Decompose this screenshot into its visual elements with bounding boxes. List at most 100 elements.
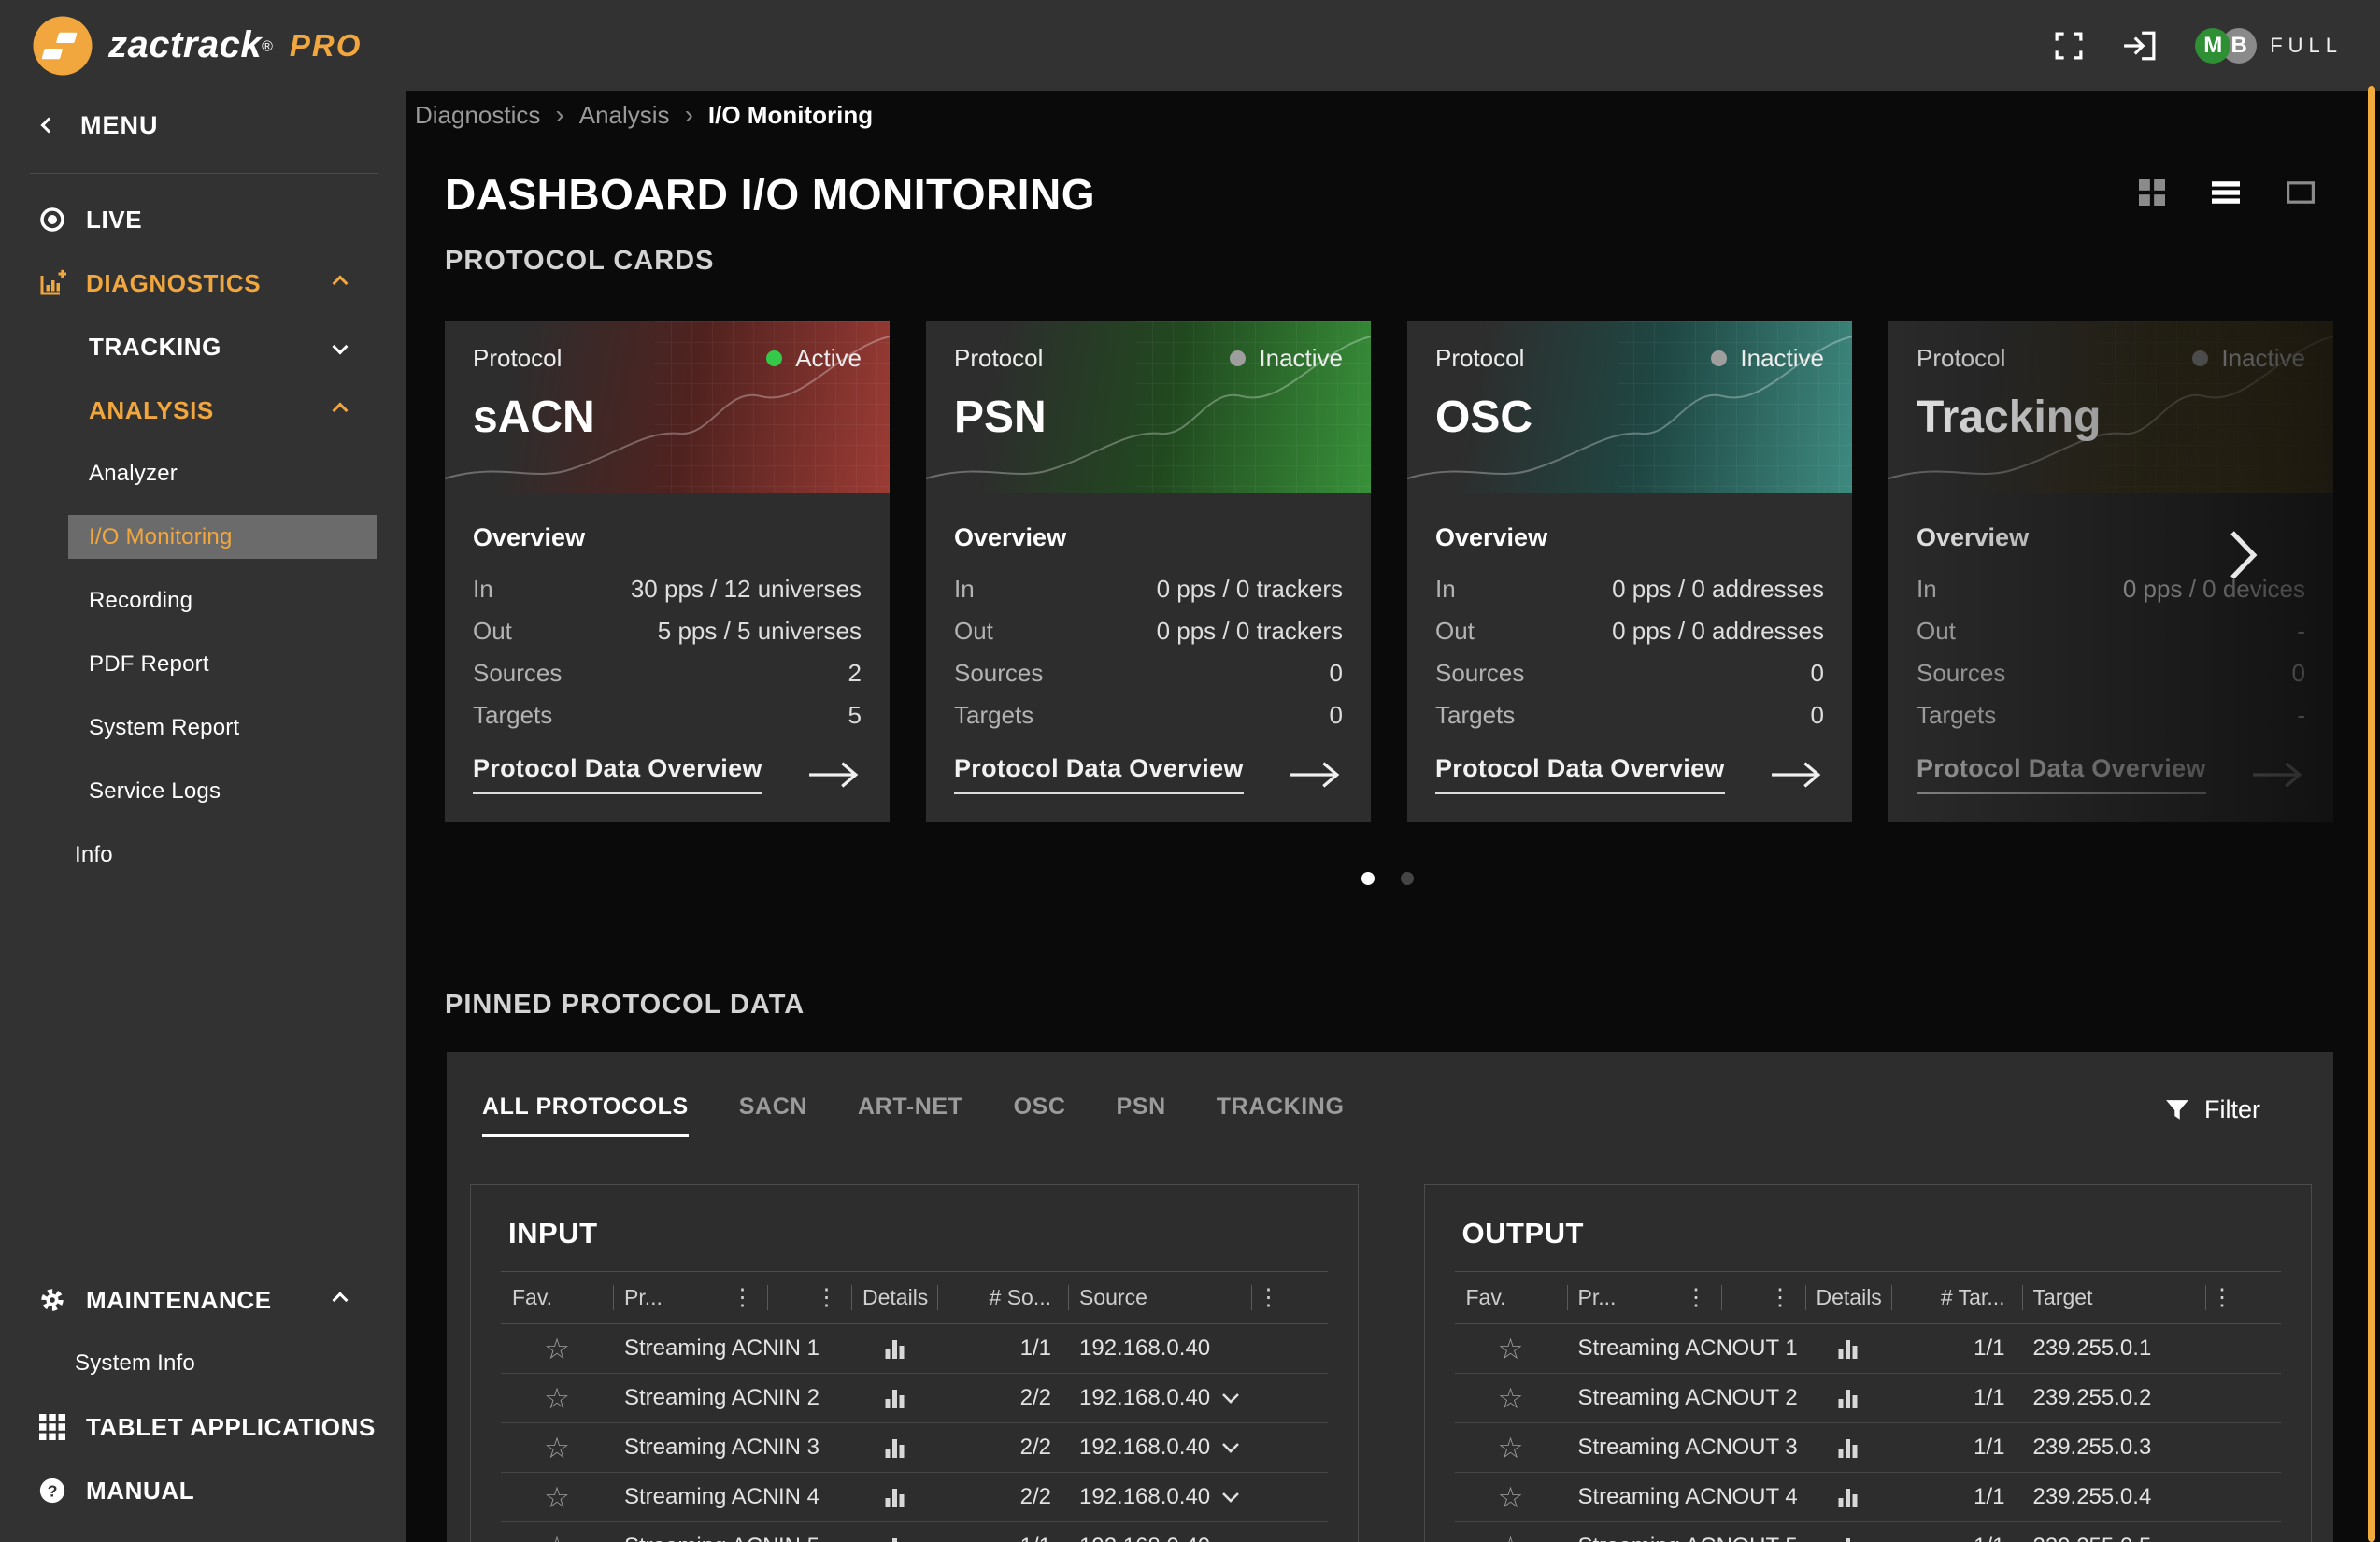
window-view-icon[interactable] (2287, 180, 2315, 208)
column-header-protocol[interactable]: Pr... (1577, 1285, 1617, 1309)
sidebar-item-maintenance[interactable]: MAINTENANCE (0, 1268, 406, 1332)
sidebar-item-label: Service Logs (89, 778, 221, 804)
details-chart-icon[interactable] (1837, 1487, 1859, 1508)
details-chart-icon[interactable] (1837, 1388, 1859, 1409)
details-chart-icon[interactable] (884, 1338, 905, 1360)
list-view-icon[interactable] (2212, 180, 2240, 208)
column-header-details[interactable]: Details (1804, 1272, 1891, 1323)
grid-view-icon[interactable] (2139, 178, 2165, 210)
favorite-star-icon[interactable]: ☆ (1497, 1480, 1524, 1514)
column-header-fav[interactable]: Fav. (512, 1285, 553, 1309)
favorite-star-icon[interactable]: ☆ (544, 1332, 570, 1365)
details-chart-icon[interactable] (1837, 1437, 1859, 1459)
carousel-dot-1[interactable] (1361, 872, 1375, 885)
table-row[interactable]: ☆ Streaming ACN IN 2 2/2 192.168.0.40 (501, 1374, 1328, 1423)
row-value: 0 pps / 0 trackers (1156, 617, 1343, 645)
details-chart-icon[interactable] (884, 1437, 905, 1459)
row-port: IN 3 (778, 1435, 820, 1460)
table-row[interactable]: ☆ Streaming ACN IN 4 2/2 192.168.0.40 (501, 1473, 1328, 1522)
column-header-fav[interactable]: Fav. (1465, 1285, 1506, 1309)
protocol-data-overview-link[interactable]: Protocol Data Overview (954, 754, 1244, 794)
sidebar-item-live[interactable]: LIVE (0, 188, 406, 251)
protocol-data-overview-link[interactable]: Protocol Data Overview (473, 754, 762, 794)
breadcrumb-analysis[interactable]: Analysis (578, 100, 670, 129)
column-header-details[interactable]: Details (851, 1272, 937, 1323)
sidebar-item-system-info[interactable]: System Info (0, 1332, 406, 1395)
sidebar-item-diagnostics[interactable]: DIAGNOSTICS (0, 251, 406, 315)
table-row[interactable]: ☆ Streaming ACN IN 1 1/1 192.168.0.40 (501, 1324, 1328, 1374)
avatar-m[interactable]: M (2195, 27, 2231, 64)
protocol-data-overview-link[interactable]: Protocol Data Overview (1435, 754, 1725, 794)
table-row[interactable]: ☆ Streaming ACN OUT 3 1/1 239.255.0.3 (1454, 1423, 2281, 1473)
favorite-star-icon[interactable]: ☆ (544, 1381, 570, 1415)
favorite-star-icon[interactable]: ☆ (544, 1431, 570, 1464)
protocol-data-overview-link[interactable]: Protocol Data Overview (1917, 754, 2206, 794)
favorite-star-icon[interactable]: ☆ (1497, 1381, 1524, 1415)
favorite-star-icon[interactable]: ☆ (544, 1533, 570, 1542)
row-value: - (2297, 701, 2305, 729)
column-menu-icon[interactable]: ⋮ (2210, 1284, 2234, 1310)
details-chart-icon[interactable] (1837, 1536, 1859, 1542)
sidebar-collapse-button[interactable]: MENU (0, 91, 406, 160)
table-row[interactable]: ☆ Streaming ACN OUT 5 1/1 239.255.0.5 (1455, 1522, 2282, 1542)
carousel-dot-2[interactable] (1401, 872, 1414, 885)
table-row[interactable]: ☆ Streaming ACN OUT 4 1/1 239.255.0.4 (1454, 1473, 2281, 1522)
tab-sacn[interactable]: SACN (738, 1093, 808, 1120)
sidebar-item-analysis[interactable]: ANALYSIS (0, 378, 406, 442)
sidebar-item-system-report[interactable]: System Report (0, 696, 406, 760)
sidebar-item-io-monitoring[interactable]: I/O Monitoring (68, 515, 377, 559)
favorite-star-icon[interactable]: ☆ (544, 1480, 570, 1514)
row-value: 5 pps / 5 universes (657, 617, 862, 645)
favorite-star-icon[interactable]: ☆ (1498, 1533, 1524, 1542)
arrow-right-icon[interactable] (1770, 759, 1824, 791)
filter-button[interactable]: Filter (2165, 1095, 2260, 1124)
sidebar-item-info[interactable]: Info (0, 823, 406, 887)
column-header-sources[interactable]: # So... (937, 1272, 1068, 1323)
details-chart-icon[interactable] (884, 1487, 905, 1508)
table-row[interactable]: ☆ Streaming ACN OUT 1 1/1 239.255.0.1 (1454, 1324, 2281, 1374)
column-menu-icon[interactable]: ⋮ (815, 1284, 838, 1310)
column-menu-icon[interactable]: ⋮ (1257, 1284, 1280, 1310)
sidebar-item-label: Info (75, 842, 113, 867)
tab-all-protocols[interactable]: ALL PROTOCOLS (482, 1093, 689, 1137)
column-header-targets[interactable]: # Tar... (1890, 1272, 2022, 1323)
details-chart-icon[interactable] (884, 1536, 905, 1542)
card-body: Overview In 0 pps / 0 addresses Out 0 pps … (1407, 493, 1852, 730)
breadcrumb-diagnostics[interactable]: Diagnostics (415, 100, 541, 129)
favorite-star-icon[interactable]: ☆ (1497, 1332, 1524, 1365)
sidebar-item-service-logs[interactable]: Service Logs (0, 760, 406, 823)
column-menu-icon[interactable]: ⋮ (1768, 1284, 1792, 1310)
arrow-right-icon[interactable] (1289, 759, 1343, 791)
details-chart-icon[interactable] (884, 1388, 905, 1409)
sidebar-item-manual[interactable]: ? MANUAL (0, 1459, 406, 1522)
table-row[interactable]: ☆ Streaming ACN OUT 2 1/1 239.255.0.2 (1454, 1374, 2281, 1423)
column-header-target[interactable]: Target (2021, 1272, 2205, 1323)
carousel-next-icon[interactable] (2228, 528, 2259, 587)
column-menu-icon[interactable]: ⋮ (1684, 1284, 1708, 1310)
favorite-star-icon[interactable]: ☆ (1497, 1431, 1524, 1464)
arrow-right-icon[interactable] (2251, 759, 2305, 791)
sidebar-item-pdf-report[interactable]: PDF Report (0, 633, 406, 696)
user-avatars[interactable]: M B FULL (2195, 27, 2343, 64)
sidebar-item-analyzer[interactable]: Analyzer (0, 442, 406, 506)
chevron-down-icon[interactable] (1221, 1492, 1240, 1503)
sidebar-item-tracking[interactable]: TRACKING (0, 315, 406, 378)
tab-psn[interactable]: PSN (1116, 1093, 1166, 1120)
chevron-down-icon[interactable] (1221, 1442, 1240, 1453)
logout-icon[interactable] (2122, 31, 2156, 61)
table-row[interactable]: ☆ Streaming ACN IN 5 1/1 192.168.0.40 (501, 1522, 1328, 1542)
arrow-right-icon[interactable] (807, 759, 862, 791)
details-chart-icon[interactable] (1837, 1338, 1859, 1360)
fullscreen-icon[interactable] (2055, 32, 2083, 60)
chevron-down-icon[interactable] (1221, 1392, 1240, 1404)
column-header-protocol[interactable]: Pr... (624, 1285, 663, 1309)
sidebar-item-recording[interactable]: Recording (0, 569, 406, 633)
tab-tracking[interactable]: TRACKING (1216, 1093, 1345, 1120)
page-scrollbar[interactable] (2368, 86, 2375, 1542)
column-header-source[interactable]: Source (1068, 1272, 1251, 1323)
column-menu-icon[interactable]: ⋮ (731, 1284, 754, 1310)
table-row[interactable]: ☆ Streaming ACN IN 3 2/2 192.168.0.40 (501, 1423, 1328, 1473)
tab-art-net[interactable]: ART-NET (858, 1093, 963, 1120)
sidebar-item-tablet-applications[interactable]: TABLET APPLICATIONS (0, 1395, 406, 1459)
tab-osc[interactable]: OSC (1013, 1093, 1066, 1120)
